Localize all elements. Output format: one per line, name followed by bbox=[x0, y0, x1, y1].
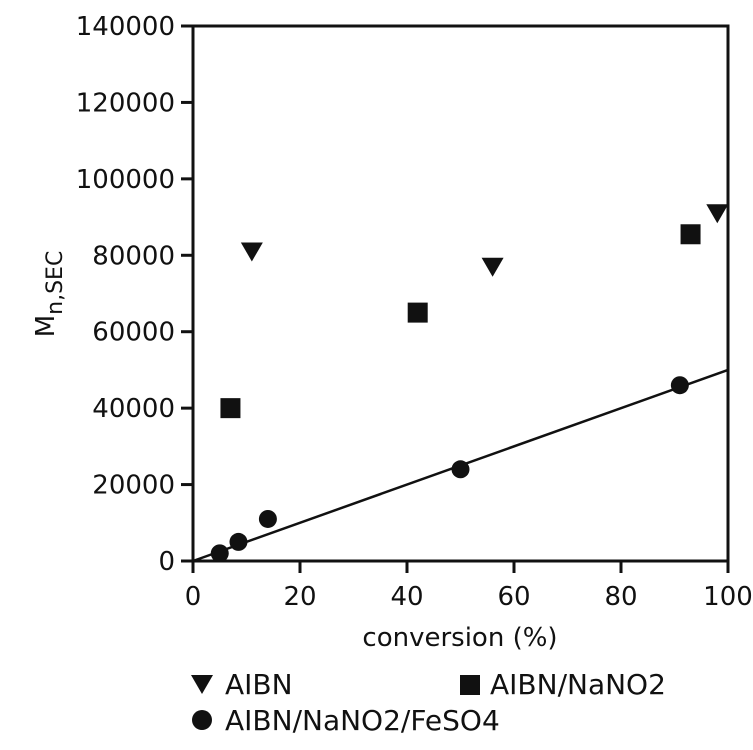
data-point-s0-p0 bbox=[240, 242, 263, 262]
data-point-s1-p2 bbox=[680, 224, 701, 245]
legend-item-aibn: AIBN bbox=[191, 668, 293, 701]
legend-label-aibn: AIBN bbox=[225, 668, 293, 701]
y-tick-label-5: 100000 bbox=[76, 165, 175, 195]
x-tick-label-4: 80 bbox=[604, 582, 637, 612]
legend-label-aibn-nano2: AIBN/NaNO2 bbox=[490, 668, 666, 701]
plot-frame bbox=[191, 24, 730, 563]
y-axis-label-main: M bbox=[31, 315, 61, 337]
data-point-s2-p1 bbox=[229, 532, 248, 551]
data-point-s2-p4 bbox=[670, 376, 689, 395]
legend-marker-triangle bbox=[191, 675, 213, 694]
data-point-s0-p2 bbox=[706, 204, 729, 224]
x-axis-label: conversion (%) bbox=[362, 623, 557, 653]
y-tick-label-3: 60000 bbox=[92, 318, 175, 348]
series-layer bbox=[210, 204, 729, 563]
y-tick-label-2: 40000 bbox=[92, 394, 175, 424]
legend-marker-square bbox=[460, 675, 480, 695]
y-axis-label-subscript: n,SEC bbox=[43, 251, 68, 315]
data-point-s2-p0 bbox=[210, 544, 229, 563]
legend-item-aibn-nano2-feso4: AIBN/NaNO2/FeSO4 bbox=[192, 704, 500, 737]
legend-item-aibn-nano2: AIBN/NaNO2 bbox=[460, 668, 666, 701]
data-point-s1-p0 bbox=[220, 398, 241, 419]
x-tick-label-2: 40 bbox=[390, 582, 423, 612]
y-tick-label-0: 0 bbox=[158, 547, 175, 577]
y-tick-label-4: 80000 bbox=[92, 241, 175, 271]
x-tick-label-0: 0 bbox=[185, 582, 202, 612]
x-tick-label-5: 100 bbox=[703, 582, 753, 612]
legend-marker-circle bbox=[192, 710, 212, 730]
y-tick-label-6: 120000 bbox=[76, 88, 175, 118]
y-tick-label-7: 140000 bbox=[76, 12, 175, 42]
data-point-s0-p1 bbox=[481, 257, 504, 277]
data-point-s1-p1 bbox=[407, 302, 428, 323]
y-axis-ticks: 0 20000 40000 60000 80000 100000 120000 140000 bbox=[76, 12, 193, 577]
x-tick-label-1: 20 bbox=[283, 582, 316, 612]
data-point-s2-p3 bbox=[451, 460, 470, 479]
legend-label-aibn-nano2-feso4: AIBN/NaNO2/FeSO4 bbox=[225, 704, 500, 737]
legend: AIBN AIBN/NaNO2 AIBN/NaNO2/FeSO4 bbox=[191, 668, 666, 737]
x-tick-label-3: 60 bbox=[497, 582, 530, 612]
x-axis-ticks: 0 20 40 60 80 100 bbox=[185, 561, 753, 612]
y-axis-label: Mn,SEC bbox=[31, 251, 68, 338]
y-tick-label-1: 20000 bbox=[92, 471, 175, 501]
data-point-s2-p2 bbox=[258, 509, 277, 528]
